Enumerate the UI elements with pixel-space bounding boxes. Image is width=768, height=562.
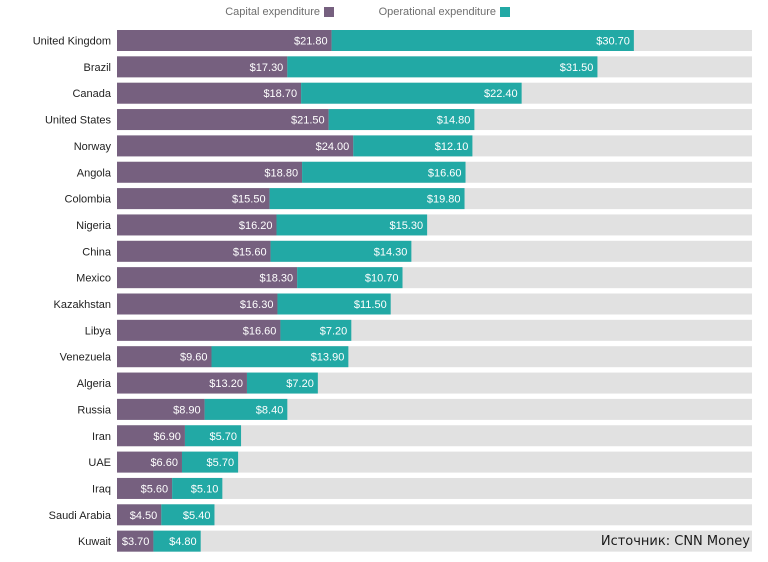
- bar-row-angola: Angola $18.80 $16.60: [77, 162, 752, 183]
- value-label-capital-norway: $24.00: [316, 141, 350, 153]
- value-label-operational-uae: $5.70: [207, 457, 235, 469]
- bar-row-iraq: Iraq $5.60 $5.10: [92, 478, 752, 499]
- category-label-colombia: Colombia: [65, 194, 112, 206]
- value-label-operational-nigeria: $15.30: [389, 220, 423, 232]
- value-label-operational-kazakhstan: $11.50: [354, 299, 387, 311]
- value-label-operational-mexico: $10.70: [365, 273, 399, 285]
- bar-row-libya: Libya $16.60 $7.20: [85, 320, 752, 341]
- bar-row-colombia: Colombia $15.50 $19.80: [65, 188, 752, 209]
- bar-row-china: China $15.60 $14.30: [82, 241, 752, 262]
- bar-row-united-states: United States $21.50 $14.80: [45, 109, 752, 130]
- chart: Capital expenditure Operational expendit…: [0, 0, 768, 562]
- value-label-operational-russia: $8.40: [256, 404, 284, 416]
- value-label-capital-uae: $6.60: [150, 457, 178, 469]
- value-label-operational-kuwait: $4.80: [169, 536, 197, 548]
- source-note: Источник: CNN Money: [601, 534, 750, 549]
- value-label-capital-united-states: $21.50: [291, 115, 325, 127]
- bar-row-iran: Iran $6.90 $5.70: [92, 425, 752, 446]
- legend: Capital expenditure Operational expendit…: [225, 6, 510, 18]
- value-label-operational-iran: $5.70: [210, 431, 238, 443]
- value-label-capital-saudi-arabia: $4.50: [130, 510, 158, 522]
- value-label-capital-kuwait: $3.70: [122, 536, 150, 548]
- value-label-operational-libya: $7.20: [320, 325, 348, 337]
- category-label-angola: Angola: [77, 167, 112, 179]
- category-label-norway: Norway: [74, 141, 112, 153]
- value-label-operational-united-kingdom: $30.70: [596, 36, 630, 48]
- value-label-operational-brazil: $31.50: [560, 62, 594, 74]
- category-label-russia: Russia: [77, 404, 112, 416]
- value-label-operational-united-states: $14.80: [437, 115, 471, 127]
- category-label-algeria: Algeria: [77, 378, 112, 390]
- legend-label-capital: Capital expenditure: [225, 6, 320, 18]
- value-label-capital-algeria: $13.20: [209, 378, 243, 390]
- value-label-operational-norway: $12.10: [435, 141, 469, 153]
- category-label-iraq: Iraq: [92, 483, 111, 495]
- category-label-united-states: United States: [45, 115, 112, 127]
- category-label-nigeria: Nigeria: [76, 220, 112, 232]
- value-label-capital-iraq: $5.60: [141, 483, 169, 495]
- bar-row-saudi-arabia: Saudi Arabia $4.50 $5.40: [49, 504, 752, 525]
- legend-swatch-capital: [324, 7, 334, 17]
- value-label-capital-kazakhstan: $16.30: [240, 299, 274, 311]
- value-label-capital-canada: $18.70: [263, 88, 297, 100]
- bar-row-algeria: Algeria $13.20 $7.20: [77, 373, 752, 394]
- value-label-capital-nigeria: $16.20: [239, 220, 273, 232]
- legend-label-operational: Operational expenditure: [379, 6, 496, 18]
- category-label-uae: UAE: [88, 457, 111, 469]
- value-label-capital-angola: $18.80: [264, 167, 298, 179]
- category-label-brazil: Brazil: [83, 62, 111, 74]
- value-label-capital-united-kingdom: $21.80: [294, 36, 328, 48]
- bar-row-mexico: Mexico $18.30 $10.70: [76, 267, 752, 288]
- category-label-mexico: Mexico: [76, 273, 111, 285]
- category-label-kazakhstan: Kazakhstan: [54, 299, 111, 311]
- category-label-venezuela: Venezuela: [60, 352, 112, 364]
- value-label-capital-colombia: $15.50: [232, 194, 266, 206]
- bar-row-kazakhstan: Kazakhstan $16.30 $11.50: [54, 294, 752, 315]
- category-label-saudi-arabia: Saudi Arabia: [49, 510, 112, 522]
- value-label-operational-saudi-arabia: $5.40: [183, 510, 211, 522]
- value-label-capital-iran: $6.90: [153, 431, 181, 443]
- category-label-united-kingdom: United Kingdom: [33, 36, 111, 48]
- value-label-operational-iraq: $5.10: [191, 483, 219, 495]
- value-label-capital-mexico: $18.30: [260, 273, 294, 285]
- bar-row-brazil: Brazil $17.30 $31.50: [83, 56, 752, 77]
- bar-rows: United Kingdom $21.80 $30.70 Brazil $17.30 $3…: [33, 30, 752, 552]
- value-label-operational-canada: $22.40: [484, 88, 518, 100]
- value-label-operational-algeria: $7.20: [286, 378, 314, 390]
- value-label-operational-angola: $16.60: [428, 167, 462, 179]
- bar-row-nigeria: Nigeria $16.20 $15.30: [76, 214, 752, 235]
- bar-row-uae: UAE $6.60 $5.70: [88, 452, 752, 473]
- bar-row-united-kingdom: United Kingdom $21.80 $30.70: [33, 30, 752, 51]
- bar-row-russia: Russia $8.90 $8.40: [77, 399, 752, 420]
- value-label-capital-china: $15.60: [233, 246, 267, 258]
- category-label-iran: Iran: [92, 431, 111, 443]
- category-label-canada: Canada: [72, 88, 111, 100]
- category-label-kuwait: Kuwait: [78, 536, 111, 548]
- legend-swatch-operational: [500, 7, 510, 17]
- bar-operational-united-kingdom: [332, 30, 634, 51]
- value-label-operational-venezuela: $13.90: [311, 352, 345, 364]
- value-label-capital-libya: $16.60: [243, 325, 277, 337]
- value-label-operational-colombia: $19.80: [427, 194, 461, 206]
- value-label-capital-brazil: $17.30: [250, 62, 284, 74]
- category-label-china: China: [82, 246, 112, 258]
- bar-row-canada: Canada $18.70 $22.40: [72, 83, 752, 104]
- bar-row-norway: Norway $24.00 $12.10: [74, 135, 752, 156]
- category-label-libya: Libya: [85, 325, 112, 337]
- bar-operational-brazil: [287, 56, 597, 77]
- value-label-capital-venezuela: $9.60: [180, 352, 208, 364]
- value-label-capital-russia: $8.90: [173, 404, 201, 416]
- bar-row-venezuela: Venezuela $9.60 $13.90: [60, 346, 752, 367]
- value-label-operational-china: $14.30: [374, 246, 408, 258]
